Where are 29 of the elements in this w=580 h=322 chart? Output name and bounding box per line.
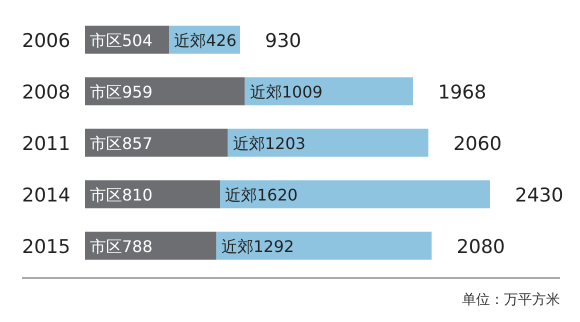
bar	[220, 180, 490, 208]
bar	[85, 128, 228, 157]
total-label: 2080	[456, 236, 506, 258]
y-tick-label: 2006	[22, 30, 70, 52]
data-label: 市区959	[90, 82, 153, 102]
data-label: 近郊1009	[250, 82, 323, 102]
data-label: 近郊1203	[232, 134, 306, 153]
data-label: 市区810	[90, 185, 153, 204]
bar	[85, 180, 220, 208]
bar	[244, 77, 413, 106]
bar	[228, 128, 428, 157]
data-label: 近郊426	[174, 30, 237, 50]
y-tick-label: 2008	[22, 81, 70, 104]
bar	[85, 232, 216, 260]
y-tick-label: 2014	[22, 184, 70, 206]
data-label: 市区504	[90, 30, 153, 50]
total-label: 2060	[453, 132, 502, 155]
text: 单位：万平方米	[462, 292, 560, 308]
y-tick-label: 2011	[22, 132, 70, 155]
data-label: 近郊1620	[225, 185, 298, 204]
total-label: 930	[265, 30, 302, 52]
total-label: 2430	[515, 184, 564, 206]
data-label: 市区857	[90, 134, 153, 153]
data-label: 近郊1292	[221, 236, 294, 256]
y-tick-label: 2015	[22, 236, 70, 258]
bar	[216, 232, 432, 260]
bar	[85, 77, 245, 106]
data-label: 市区788	[90, 236, 153, 256]
total-label: 1968	[438, 81, 486, 104]
